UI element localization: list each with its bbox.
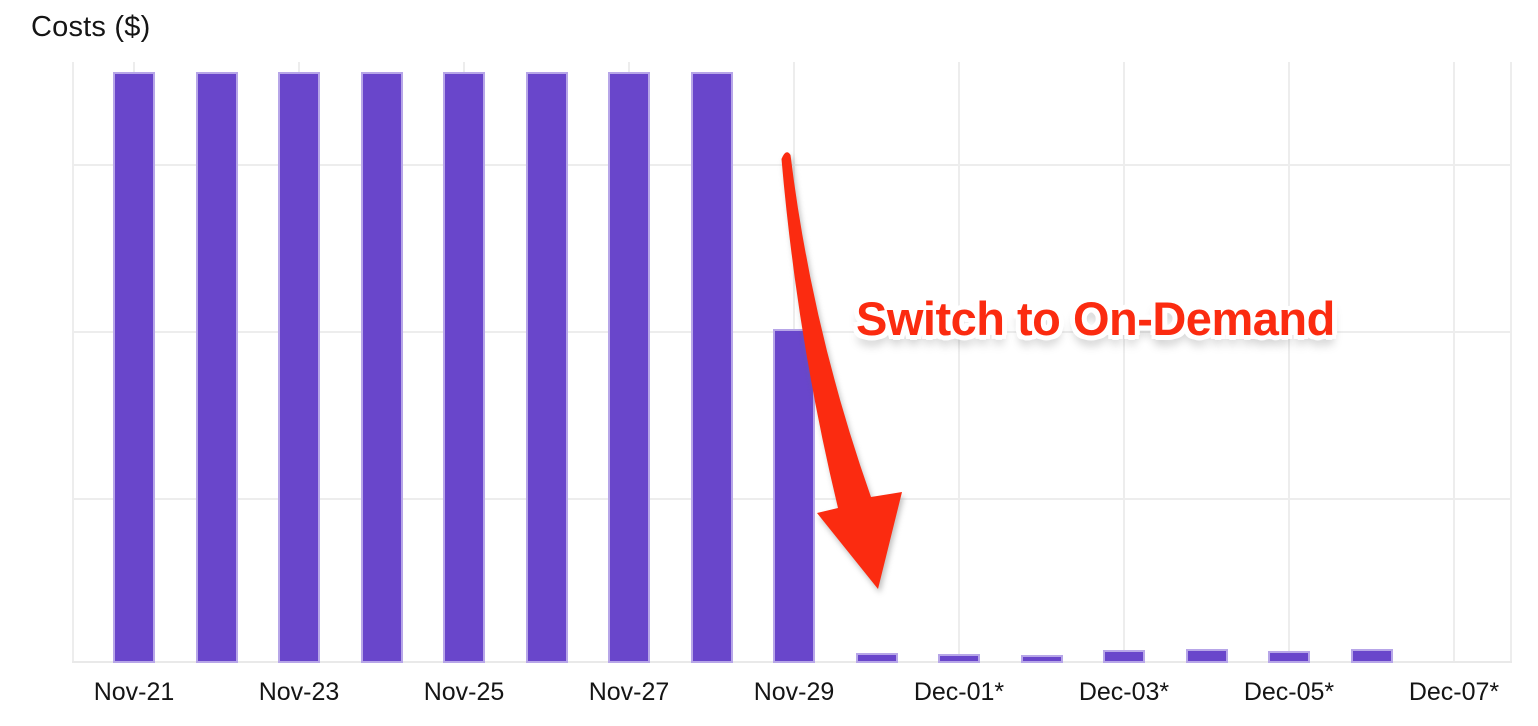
chart-title: Costs ($) (31, 11, 151, 43)
chart-bar-Nov-27 (608, 72, 650, 663)
chart-bar-Nov-21 (113, 72, 155, 663)
x-tick-label: Nov-25 (423, 678, 505, 706)
chart-bar-Dec-05 (1268, 651, 1310, 663)
chart-bar-Dec-03 (1103, 650, 1145, 663)
x-tick-label: Dec-07* (1408, 678, 1500, 706)
chart-bar-Nov-30 (855, 653, 898, 663)
chart-bar-Nov-26 (525, 72, 568, 663)
x-tick-label: Nov-23 (258, 678, 340, 706)
x-tick-label: Dec-01* (913, 678, 1005, 706)
x-tick-label: Nov-29 (753, 678, 835, 706)
chart-bar-Dec-02 (1020, 655, 1063, 663)
plot-border (72, 62, 74, 663)
x-tick-label: Dec-03* (1078, 678, 1170, 706)
vertical-gridline (1453, 62, 1455, 663)
chart-bar-Dec-01 (938, 654, 980, 663)
chart-bar-Nov-22 (195, 72, 238, 663)
chart-bar-Dec-04 (1185, 649, 1228, 663)
plot-area (72, 62, 1512, 663)
chart-bar-Nov-28 (690, 72, 733, 663)
chart-bar-Nov-25 (443, 72, 485, 663)
vertical-gridline (1288, 62, 1290, 663)
chart-bar-Dec-06 (1350, 649, 1393, 663)
annotation-text: Switch to On-Demand (856, 292, 1335, 345)
plot-border (1510, 62, 1512, 663)
chart-bar-Nov-24 (360, 72, 403, 663)
x-tick-label: Dec-05* (1243, 678, 1335, 706)
x-tick-label: Nov-21 (93, 678, 175, 706)
x-tick-label: Nov-27 (588, 678, 670, 706)
chart-bar-Nov-23 (278, 72, 320, 663)
vertical-gridline (1123, 62, 1125, 663)
vertical-gridline (958, 62, 960, 663)
chart-bar-Nov-29 (773, 329, 815, 663)
